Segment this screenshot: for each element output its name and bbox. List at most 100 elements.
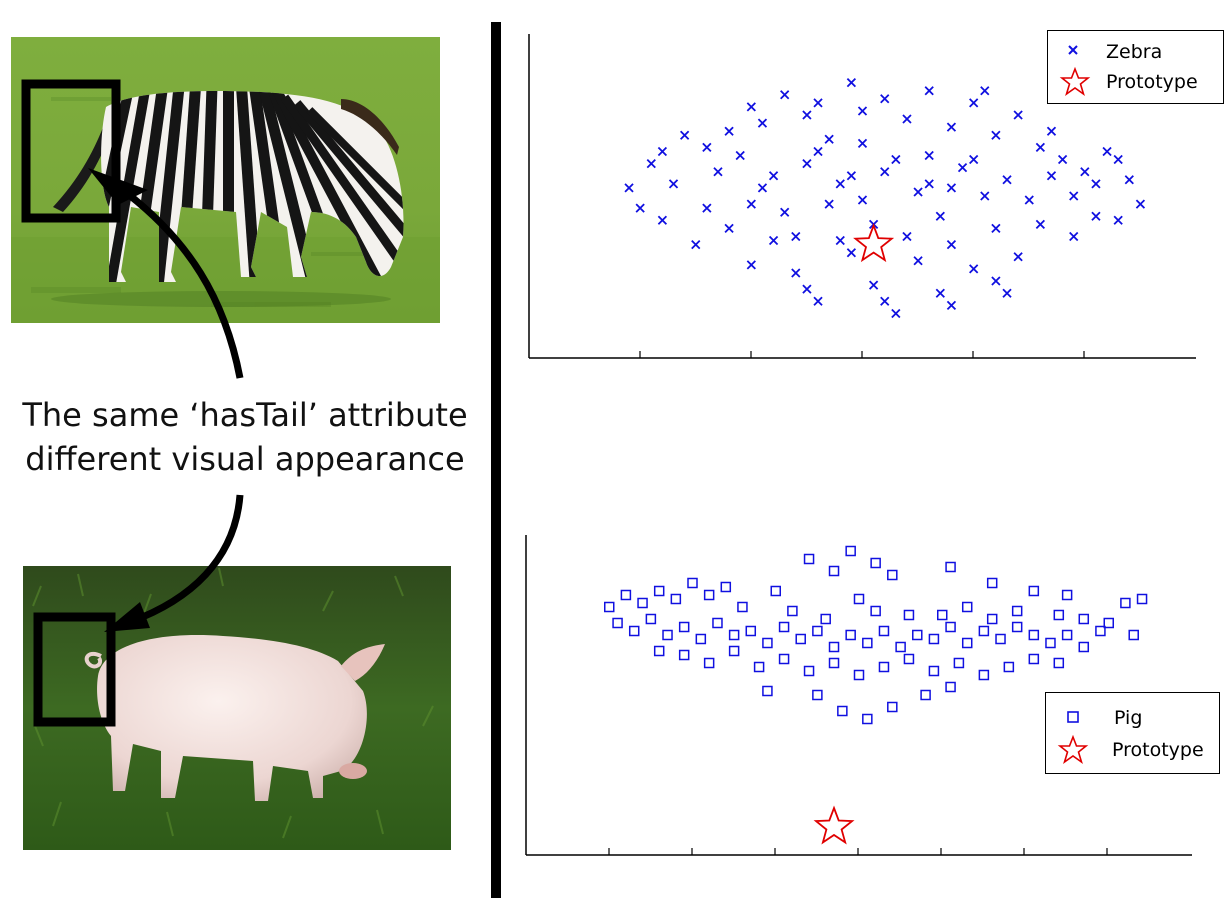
- pig-point: [728, 645, 740, 657]
- pig-point: [670, 593, 682, 605]
- zebra-point: [857, 106, 868, 116]
- square-marker-icon: [1067, 711, 1079, 723]
- zebra-point: [1046, 126, 1057, 136]
- pig-point: [1120, 597, 1131, 609]
- pig-point: [1095, 625, 1106, 637]
- pig-point: [845, 629, 856, 641]
- zebra-point: [691, 239, 701, 250]
- legend-entry-prototype: Prototype: [1048, 67, 1223, 97]
- zebra-point: [969, 264, 979, 274]
- pig-point: [653, 645, 665, 657]
- zebra-point: [902, 114, 912, 124]
- pig-point: [787, 605, 798, 617]
- zebra-point: [1069, 231, 1079, 242]
- zebra-point: [969, 98, 979, 108]
- pig-point: [853, 593, 865, 605]
- zebra-point: [1113, 154, 1123, 165]
- arrow-to-pig: [128, 494, 244, 626]
- pig-legend: Pig Prototype: [1045, 692, 1220, 774]
- zebra-point: [991, 223, 1001, 234]
- pig-point: [812, 625, 823, 637]
- zebra-point: [824, 134, 834, 144]
- zebra-point: [780, 90, 790, 100]
- pig-point: [678, 621, 690, 633]
- pig-point: [828, 657, 840, 669]
- arrow-head-pig: [104, 602, 150, 632]
- zebra-point: [1080, 167, 1090, 177]
- zebra-point: [1002, 288, 1012, 298]
- caption-line-1: The same ‘hasTail’ attribute: [22, 396, 468, 434]
- pig-point: [778, 621, 790, 633]
- pig-point: [1028, 653, 1040, 665]
- zebra-point: [1057, 154, 1068, 165]
- zebra-point: [935, 288, 945, 298]
- caption-line-2: different visual appearance: [25, 440, 465, 478]
- zebra-point: [702, 142, 712, 153]
- pig-point: [895, 641, 906, 653]
- pig-point: [753, 661, 765, 673]
- star-marker-icon: [1057, 735, 1089, 764]
- zebra-point: [724, 126, 734, 136]
- zebra-point: [802, 284, 812, 294]
- pig-point: [845, 545, 856, 557]
- pig-point: [662, 629, 673, 641]
- pig-point: [995, 633, 1006, 645]
- zebra-point: [946, 300, 957, 310]
- pig-point: [862, 637, 873, 649]
- pig-point: [604, 601, 615, 613]
- pig-point: [986, 613, 998, 625]
- zebra-point: [746, 260, 756, 270]
- zebra-point: [657, 215, 668, 225]
- zebra-point: [980, 191, 990, 201]
- zebra-point: [1135, 199, 1146, 209]
- pig-point: [778, 653, 790, 665]
- zebra-point: [902, 231, 912, 242]
- zebra-point: [1013, 110, 1023, 120]
- pig-point: [1128, 629, 1139, 641]
- zebra-point: [724, 223, 734, 234]
- pig-point: [1011, 621, 1023, 633]
- x-marker-icon: [1068, 45, 1078, 55]
- pig-point: [978, 625, 990, 637]
- zebra-point: [913, 187, 923, 197]
- zebra-point: [746, 102, 756, 112]
- pig-point: [920, 689, 931, 701]
- zebra-point: [746, 199, 756, 209]
- pig-point: [720, 581, 732, 593]
- pig-point: [903, 609, 915, 621]
- pig-point: [1078, 641, 1090, 653]
- zebra-point: [924, 150, 934, 161]
- zebra-point: [757, 118, 768, 128]
- zebra-point: [946, 183, 957, 193]
- pig-point: [1011, 605, 1023, 617]
- zebra-point: [924, 86, 934, 96]
- zebra-point: [1113, 215, 1123, 225]
- pig-point: [637, 597, 648, 609]
- pig-point: [887, 701, 898, 713]
- pig-point: [1061, 589, 1073, 601]
- pig-point: [928, 665, 940, 677]
- zebra-point: [624, 183, 634, 193]
- zebra-point: [924, 179, 934, 189]
- zebra-point: [713, 167, 723, 177]
- divider-bar: [491, 22, 501, 898]
- legend-label-prototype: Prototype: [1112, 739, 1204, 761]
- prototype-star: [853, 223, 895, 263]
- zebra-point: [857, 138, 868, 148]
- legend-entry-prototype: Prototype: [1046, 735, 1219, 765]
- zebra-point: [813, 98, 823, 108]
- pig-point: [870, 605, 881, 617]
- zebra-point: [1069, 191, 1079, 201]
- pig-prototype: [813, 805, 855, 845]
- zebra-point: [880, 94, 890, 104]
- zebra-point: [991, 276, 1001, 286]
- pig-point: [878, 661, 890, 673]
- pig-point: [986, 577, 998, 589]
- pig-point: [1045, 637, 1056, 649]
- legend-label-zebra: Zebra: [1106, 41, 1163, 63]
- pig-point: [1028, 629, 1040, 641]
- pig-point: [828, 641, 840, 653]
- pig-point: [628, 625, 640, 637]
- pig-point: [978, 669, 990, 681]
